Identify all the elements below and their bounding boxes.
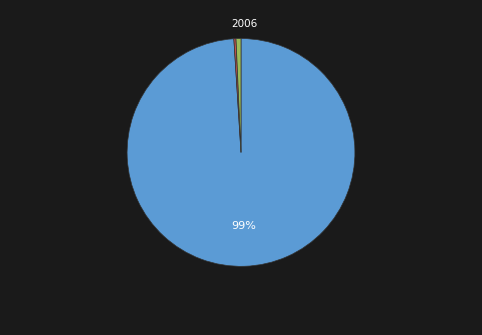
Wedge shape xyxy=(127,39,355,266)
Wedge shape xyxy=(234,39,241,152)
Wedge shape xyxy=(236,39,241,152)
Text: 99%: 99% xyxy=(231,221,256,231)
Text: 2006: 2006 xyxy=(231,19,257,29)
